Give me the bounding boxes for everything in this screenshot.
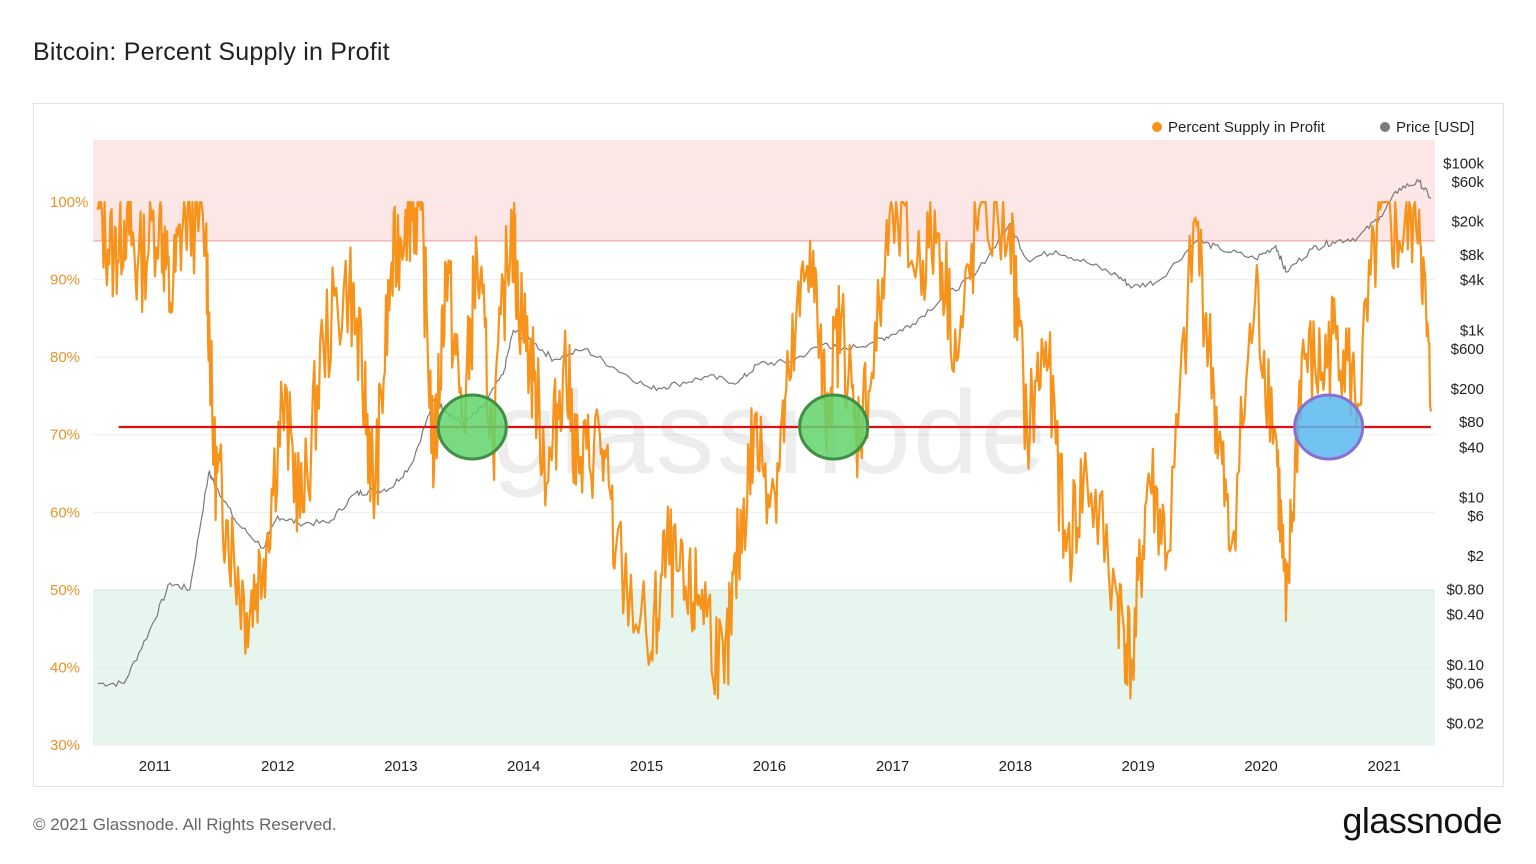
legend-layer: Percent Supply in Profit Price [USD] [1152, 119, 1474, 136]
x-tick: 2015 [630, 758, 663, 775]
y-right-tick: $10 [1459, 490, 1484, 507]
band-0 [93, 140, 1435, 241]
x-tick: 2012 [261, 758, 294, 775]
x-tick: 2018 [999, 758, 1032, 775]
chart-title: Bitcoin: Percent Supply in Profit [33, 38, 390, 66]
y-right-tick: $6 [1467, 508, 1484, 525]
y-left-tick: 70% [50, 427, 80, 444]
price-layer [97, 178, 1432, 688]
legend-marker [1152, 122, 1162, 132]
y-right-tick: $200 [1451, 381, 1484, 398]
x-tick: 2017 [876, 758, 909, 775]
legend-marker [1380, 122, 1390, 132]
y-right-tick: $20k [1451, 214, 1484, 231]
y-left-tick: 90% [50, 272, 80, 289]
x-tick: 2019 [1122, 758, 1155, 775]
y-left-tick: 80% [50, 349, 80, 366]
y-right-tick: $0.10 [1446, 657, 1484, 674]
x-tick: 2016 [753, 758, 786, 775]
highlight-circle-2 [798, 393, 870, 461]
x-tick: 2021 [1367, 758, 1400, 775]
y-right-tick: $0.02 [1446, 715, 1484, 732]
highlight-circle-3 [1293, 393, 1365, 461]
y-right-tick: $60k [1451, 174, 1484, 191]
price-line [97, 178, 1432, 688]
legend-label: Price [USD] [1396, 119, 1474, 136]
y-right-tick: $1k [1460, 322, 1485, 339]
profit-layer [96, 201, 1433, 700]
y-right-tick: $0.80 [1446, 581, 1484, 598]
axes-layer: 30% 40% 50% 60% 70% 80% 90% 100% $0.02 $0.06$0.10… [50, 155, 1484, 775]
y-right-tick: $80 [1459, 414, 1484, 431]
y-right-tick: $8k [1460, 247, 1485, 264]
copyright-footer: © 2021 Glassnode. All Rights Reserved. [33, 815, 337, 834]
x-tick: 2014 [507, 758, 540, 775]
y-right-tick: $2 [1467, 548, 1484, 565]
y-right-tick: $4k [1460, 272, 1485, 289]
y-left-tick: 30% [50, 737, 80, 754]
x-tick: 2020 [1244, 758, 1277, 775]
y-left-tick: 100% [50, 194, 88, 211]
y-right-tick: $40 [1459, 439, 1484, 456]
x-tick: 2013 [384, 758, 417, 775]
y-right-tick: $100k [1443, 155, 1484, 172]
percent-supply-in-profit-line [96, 201, 1433, 700]
y-right-tick: $600 [1451, 341, 1484, 358]
glassnode-logo: glassnode [1342, 800, 1502, 841]
annotation-layer [118, 393, 1431, 461]
y-left-tick: 40% [50, 659, 80, 676]
y-right-tick: $0.40 [1446, 607, 1484, 624]
y-left-tick: 50% [50, 582, 80, 599]
highlight-circle-1 [436, 393, 508, 461]
y-left-tick: 60% [50, 504, 80, 521]
x-tick: 2011 [139, 758, 171, 775]
y-right-tick: $0.06 [1446, 675, 1484, 692]
legend-label: Percent Supply in Profit [1168, 119, 1326, 136]
